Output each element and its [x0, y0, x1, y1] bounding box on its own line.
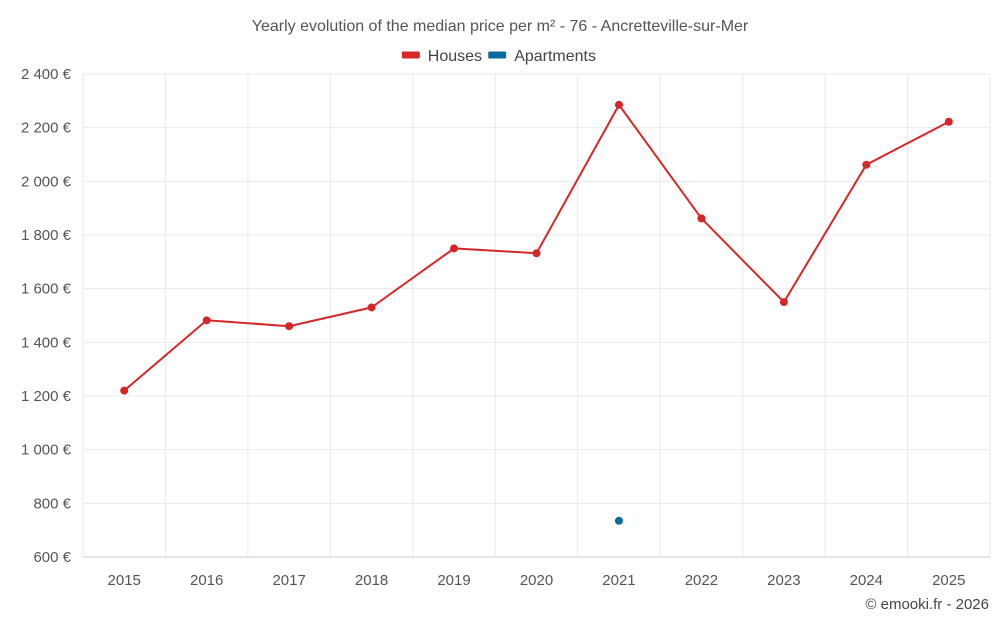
- y-tick-label: 1 800 €: [21, 227, 72, 244]
- x-tick-label: 2016: [190, 572, 223, 589]
- credit-text: © emooki.fr - 2026: [865, 596, 989, 613]
- data-point[interactable]: [944, 117, 953, 126]
- data-point[interactable]: [697, 214, 706, 223]
- x-tick-label: 2025: [932, 572, 965, 589]
- data-point[interactable]: [367, 303, 376, 312]
- x-axis: 2015 2016 2017 2018 2019 2020 2021 2022 2023 2024…: [108, 572, 966, 589]
- legend: Houses Apartments: [401, 48, 596, 65]
- series-houses: [120, 100, 953, 395]
- grid: [82, 73, 991, 558]
- y-tick-label: 2 400 €: [21, 66, 72, 83]
- legend-swatch: [401, 51, 420, 59]
- y-tick-label: 1 400 €: [21, 334, 72, 351]
- legend-label: Apartments: [514, 48, 596, 65]
- x-tick-label: 2019: [437, 572, 470, 589]
- y-tick-label: 600 €: [33, 549, 71, 566]
- data-point[interactable]: [779, 298, 788, 307]
- legend-label: Houses: [428, 48, 482, 65]
- y-tick-label: 2 000 €: [21, 173, 72, 190]
- data-point[interactable]: [450, 244, 459, 253]
- data-point[interactable]: [532, 249, 541, 258]
- series-apartments: [614, 516, 623, 525]
- y-tick-label: 1 200 €: [21, 388, 72, 405]
- legend-swatch: [488, 51, 507, 59]
- series-layer: [120, 100, 953, 525]
- x-tick-label: 2018: [355, 572, 388, 589]
- data-point[interactable]: [614, 100, 623, 109]
- y-tick-label: 1 000 €: [21, 442, 72, 459]
- y-tick-label: 800 €: [33, 495, 71, 512]
- x-tick-label: 2017: [272, 572, 305, 589]
- legend-item-apartments[interactable]: Apartments: [488, 48, 596, 65]
- x-tick-label: 2021: [602, 572, 635, 589]
- data-point[interactable]: [202, 316, 211, 325]
- x-tick-label: 2022: [685, 572, 718, 589]
- data-point[interactable]: [862, 160, 871, 169]
- chart-title: Yearly evolution of the median price per…: [252, 18, 749, 35]
- y-axis: 600 € 800 € 1 000 € 1 200 € 1 400 € 1 600 € 1 …: [21, 66, 72, 566]
- x-tick-label: 2015: [108, 572, 141, 589]
- data-point[interactable]: [614, 516, 623, 525]
- x-tick-label: 2024: [850, 572, 883, 589]
- data-point[interactable]: [120, 386, 129, 395]
- y-tick-label: 2 200 €: [21, 120, 72, 137]
- x-tick-label: 2020: [520, 572, 553, 589]
- data-point[interactable]: [285, 322, 294, 331]
- legend-item-houses[interactable]: Houses: [401, 48, 482, 65]
- y-tick-label: 1 600 €: [21, 281, 72, 298]
- x-tick-label: 2023: [767, 572, 800, 589]
